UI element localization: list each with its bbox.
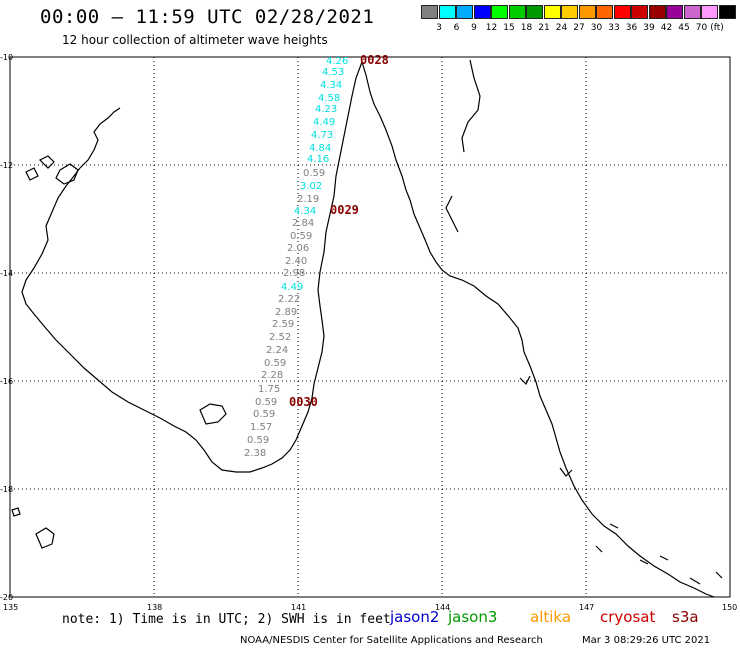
wave-height-label: 4.49: [313, 117, 335, 128]
wave-height-label: 2.84: [292, 218, 314, 229]
legend-label: 12: [485, 23, 498, 33]
track-time-label: 0029: [330, 203, 359, 217]
wave-height-label: 2.24: [266, 345, 288, 356]
legend-swatch: [648, 5, 666, 19]
legend-swatch: [526, 5, 543, 19]
wave-height-label: 4.34: [294, 206, 316, 217]
wave-height-label: 2.28: [261, 370, 283, 381]
wave-height-label: 4.84: [309, 143, 331, 154]
legend-swatch: [508, 5, 526, 19]
lon-label: 138: [147, 603, 162, 612]
legend-label: 42: [660, 23, 673, 33]
wave-height-label: 0.59: [264, 358, 286, 369]
wave-height-label: 2.59: [272, 319, 294, 330]
legend-swatch: [596, 5, 613, 19]
credit-text: NOAA/NESDIS Center for Satellite Applica…: [240, 635, 543, 646]
map-frame: [9, 56, 731, 598]
legend-swatch: [561, 5, 578, 19]
satellite-jason3: jason3: [448, 608, 498, 626]
legend-swatch: [701, 5, 718, 19]
wave-height-label: 0.59: [255, 397, 277, 408]
lon-label: 141: [291, 603, 306, 612]
map-grid: [10, 57, 730, 597]
wave-height-label: 4.16: [307, 154, 329, 165]
legend-swatch: [578, 5, 596, 19]
legend-swatch: [718, 5, 736, 19]
wave-height-label: 2.98: [283, 268, 305, 279]
wave-height-label: 2.38: [244, 448, 266, 459]
wave-height-label: 1.75: [258, 384, 280, 395]
wave-height-label: 2.40: [285, 256, 307, 267]
lat-label: -10: [0, 53, 13, 62]
legend-label: 45: [678, 23, 690, 33]
legend-label: 21: [538, 23, 550, 33]
wave-height-label: 0.59: [303, 168, 325, 179]
legend-label: 24: [555, 23, 568, 33]
lat-label: -16: [0, 377, 13, 386]
legend-unit: (ft): [710, 23, 724, 33]
legend-swatch: [613, 5, 631, 19]
legend-swatch: [421, 5, 438, 19]
track-time-label: 0028: [360, 53, 389, 67]
legend-swatch: [473, 5, 491, 19]
generated-timestamp: Mar 3 08:29:26 UTC 2021: [582, 635, 711, 646]
wave-height-label: 1.57: [250, 422, 272, 433]
wave-height-label: 4.23: [315, 104, 337, 115]
satellite-cryosat: cryosat: [600, 608, 656, 626]
legend-swatch: [543, 5, 561, 19]
wave-height-label: 0.59: [247, 435, 269, 446]
legend-label: 30: [590, 23, 603, 33]
legend-swatch: [438, 5, 456, 19]
legend-swatch: [456, 5, 473, 19]
legend-label: 39: [643, 23, 655, 33]
wave-height-label: 4.34: [320, 80, 342, 91]
coastline: [11, 59, 723, 598]
legend-label: 70: [695, 23, 708, 33]
legend-swatch: [491, 5, 508, 19]
wave-height-label: 4.73: [311, 130, 333, 141]
satellite-jason2: jason2: [390, 608, 440, 626]
page-subtitle: 12 hour collection of altimeter wave hei…: [62, 33, 328, 47]
lon-label: 150: [722, 603, 737, 612]
wave-height-label: 2.89: [275, 307, 297, 318]
legend-swatch: [631, 5, 648, 19]
legend-label: 15: [503, 23, 515, 33]
legend-label: 3: [436, 23, 442, 33]
wave-height-label: 2.06: [287, 243, 309, 254]
wave-height-label: 3.02: [300, 181, 322, 192]
lon-label: 147: [579, 603, 594, 612]
legend-swatch: [666, 5, 683, 19]
lat-label: -20: [0, 593, 13, 602]
lat-label: -14: [0, 269, 13, 278]
legend-label: 18: [520, 23, 533, 33]
legend-label: 9: [471, 23, 477, 33]
footer-note: note: 1) Time is in UTC; 2) SWH is in fe…: [62, 612, 391, 627]
legend-label: 36: [625, 23, 638, 33]
page-title: 00:00 – 11:59 UTC 02/28/2021: [40, 6, 375, 28]
satellite-altika: altika: [530, 608, 572, 626]
lon-label: 144: [435, 603, 450, 612]
wave-height-label: 4.58: [318, 93, 340, 104]
wave-height-label: 2.19: [297, 194, 319, 205]
legend-label: 33: [608, 23, 620, 33]
wave-height-label: 4.49: [281, 282, 303, 293]
wave-height-label: 4.53: [322, 67, 344, 78]
satellite-s3a: s3a: [672, 608, 699, 626]
lon-label: 135: [3, 603, 18, 612]
wave-height-label: 0.59: [290, 231, 312, 242]
wave-height-label: 4.26: [326, 56, 348, 67]
wave-height-label: 2.52: [269, 332, 291, 343]
legend-swatch: [683, 5, 701, 19]
lat-label: -12: [0, 161, 13, 170]
track-time-label: 0030: [289, 395, 318, 409]
legend-label: 27: [573, 23, 585, 33]
lat-label: -18: [0, 485, 13, 494]
wave-height-label: 2.22: [278, 294, 300, 305]
wave-height-labels: 4.264.53 4.34 4.584.23 4.49 4.73 4.844.16 0.59…: [244, 56, 348, 459]
wave-height-label: 0.59: [253, 409, 275, 420]
legend-label: 6: [453, 23, 460, 33]
